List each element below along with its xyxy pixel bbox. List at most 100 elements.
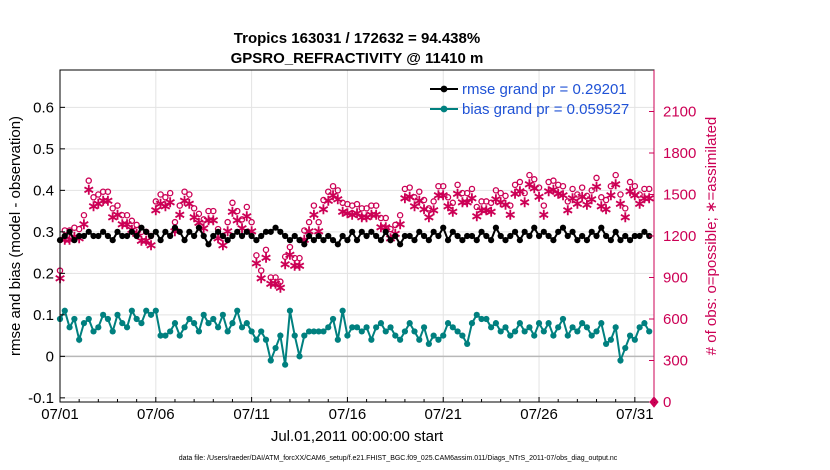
x-tick-label: 07/11 — [233, 406, 269, 423]
obs-possible-point — [301, 227, 308, 234]
x-axis-label: Jul.01,2011 00:00:00 start — [271, 428, 444, 445]
obs-possible-point — [90, 194, 97, 201]
bias-point — [157, 332, 164, 339]
rmse-point — [339, 232, 346, 240]
rmse-point — [387, 237, 394, 244]
obs-possible-point — [559, 182, 567, 190]
rmse-point — [459, 237, 466, 244]
obs-possible-point — [535, 184, 543, 191]
obs-possible-point — [296, 254, 303, 262]
bias-point — [507, 332, 514, 339]
y-tick-label: 0 — [46, 348, 54, 365]
rmse-point — [320, 237, 327, 244]
obs-assimilated-point: ∗ — [150, 202, 163, 219]
bias-point — [579, 320, 586, 327]
obs-assimilated-point: ∗ — [399, 190, 412, 207]
bias-point — [253, 336, 260, 343]
bias-point — [464, 340, 471, 347]
obs-possible-point — [454, 181, 461, 189]
obs-possible-point — [578, 184, 586, 191]
bias-point — [401, 328, 409, 335]
bias-point — [147, 311, 155, 318]
obs-assimilated-point: ∗ — [365, 206, 378, 223]
rmse-point — [100, 228, 107, 235]
obs-assimilated-point: ∗ — [538, 206, 551, 223]
obs-possible-point — [487, 199, 495, 207]
rmse-point — [301, 241, 308, 248]
obs-assimilated-point: ∗ — [490, 191, 503, 208]
bias-point — [344, 332, 351, 339]
obs-possible-point — [416, 188, 423, 195]
legend-bias-label: bias grand pr = 0.059527 — [462, 101, 629, 118]
bias-point — [550, 332, 557, 339]
obs-assimilated-point: ∗ — [547, 181, 560, 198]
obs-possible-point — [564, 198, 572, 205]
rmse-point — [238, 232, 246, 240]
bias-point — [559, 315, 567, 323]
obs-possible-point — [85, 177, 92, 184]
obs-assimilated-point: ∗ — [423, 209, 436, 226]
rmse-point — [531, 224, 538, 231]
obs-assimilated-point: ∗ — [250, 255, 263, 272]
rmse-point — [583, 237, 591, 244]
rmse-point — [133, 232, 140, 240]
bias-point — [516, 320, 523, 327]
bias-point — [583, 324, 591, 331]
bias-point — [593, 328, 600, 335]
rmse-point — [143, 228, 150, 235]
obs-assimilated-point: ∗ — [437, 187, 450, 204]
bias-point — [210, 315, 217, 323]
obs-possible-point — [305, 218, 313, 226]
obs-assimilated-point: ∗ — [456, 194, 469, 211]
bias-point — [459, 332, 466, 339]
rmse-point — [171, 224, 179, 231]
bias-point — [397, 336, 404, 343]
obs-possible-point — [310, 202, 318, 209]
y-axis-label: rmse and bias (model - observation) — [7, 116, 24, 356]
bias-point — [219, 311, 226, 318]
rmse-point — [195, 224, 203, 231]
bias-point — [119, 320, 126, 327]
rmse-point — [152, 228, 159, 235]
rmse-point — [526, 232, 533, 240]
obs-possible-point — [583, 192, 591, 200]
obs-assimilated-point: ∗ — [188, 209, 201, 226]
rmse-point — [602, 232, 610, 240]
bias-point — [296, 353, 303, 360]
bias-point — [646, 328, 653, 335]
rmse-point — [612, 228, 619, 235]
bias-point — [234, 307, 241, 314]
x-tick-label: 07/01 — [41, 406, 79, 423]
obs-assimilated-point: ∗ — [552, 186, 565, 203]
y-axis-left: -0.1 0 0.1 0.2 0.3 0.4 0.5 0.6 — [28, 99, 65, 407]
x-tick-label: 07/16 — [329, 406, 367, 423]
obs-possible-point — [123, 211, 131, 219]
bias-point — [66, 324, 73, 331]
obs-possible-point — [334, 187, 342, 194]
rmse-point — [286, 237, 294, 244]
obs-assimilated-point: ∗ — [312, 223, 325, 240]
bias-point — [368, 336, 375, 343]
obs-assimilated-point: ∗ — [274, 280, 287, 297]
obs-assimilated-point: ∗ — [351, 205, 364, 222]
rmse-point — [186, 228, 193, 235]
data-file-footer: data file: /Users/raeder/DAI/ATM_forcXX/… — [179, 455, 618, 462]
rmse-point — [267, 228, 274, 235]
bias-point — [540, 328, 547, 335]
obs-possible-point — [497, 189, 504, 197]
obs-possible-point — [411, 194, 418, 201]
rmse-point — [377, 237, 385, 244]
rmse-point — [167, 232, 174, 240]
rmse-point — [488, 237, 495, 244]
bias-point — [617, 357, 624, 364]
rmse-point — [521, 228, 528, 235]
obs-possible-point — [387, 225, 394, 233]
obs-assimilated-point: ∗ — [585, 191, 598, 208]
obs-possible-point — [200, 216, 207, 223]
obs-possible-point — [224, 218, 231, 226]
bias-point — [526, 324, 533, 331]
x-tick-label: 07/06 — [137, 406, 175, 423]
rmse-point — [564, 232, 571, 240]
obs-possible-point — [516, 178, 524, 186]
rmse-point — [325, 232, 332, 240]
